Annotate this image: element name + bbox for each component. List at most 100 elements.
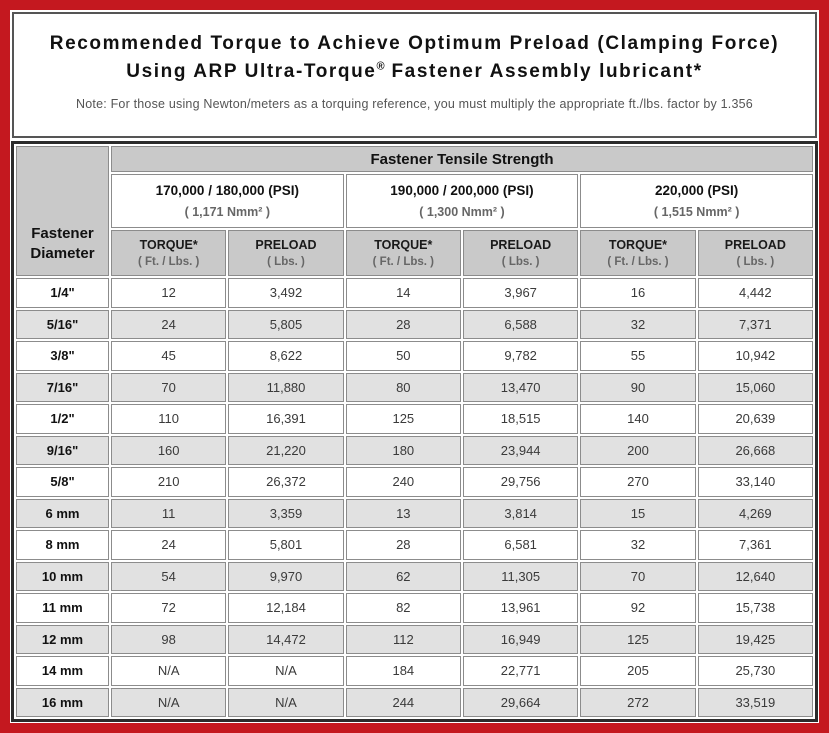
preload-value-cell: 3,967 <box>462 278 579 308</box>
diameter-cell: 5/16" <box>16 309 109 339</box>
torque-value-cell: 92 <box>580 593 696 623</box>
diameter-column-header: Fastener Diameter <box>16 146 109 276</box>
preload-value-cell: 11,880 <box>228 372 344 402</box>
table-row: 3/8" 45 8,622 50 9,782 55 10,942 <box>16 341 813 371</box>
preload-value-cell: 33,140 <box>697 467 813 497</box>
torque-value-cell: 15 <box>580 498 696 528</box>
torque-value-cell: 160 <box>111 435 227 465</box>
torque-value-cell: 55 <box>580 341 696 371</box>
torque-label: TORQUE* <box>374 238 433 252</box>
preload-value-cell: 12,640 <box>697 561 813 591</box>
torque-unit-label: ( Ft. / Lbs. ) <box>607 256 669 268</box>
preload-value-cell: 9,782 <box>462 341 579 371</box>
torque-column-header: TORQUE* ( Ft. / Lbs. ) <box>345 230 461 276</box>
preload-label: PRELOAD <box>490 238 552 252</box>
preload-value-cell: 20,639 <box>697 404 813 434</box>
torque-label: TORQUE* <box>608 238 668 252</box>
torque-unit-label: ( Ft. / Lbs. ) <box>372 256 434 268</box>
table-row: 14 mm N/A N/A 184 22,771 205 25,730 <box>16 656 813 686</box>
preload-value-cell: 4,269 <box>697 498 813 528</box>
torque-column-header: TORQUE* ( Ft. / Lbs. ) <box>111 230 227 276</box>
preload-value-cell: 15,060 <box>697 372 813 402</box>
table-row: 1/2" 110 16,391 125 18,515 140 20,639 <box>16 404 813 434</box>
preload-unit-label: ( Lbs. ) <box>267 256 305 268</box>
table-row: 16 mm N/A N/A 244 29,664 272 33,519 <box>16 687 813 717</box>
preload-value-cell: 9,970 <box>228 561 344 591</box>
torque-value-cell: 80 <box>345 372 461 402</box>
table-body: 1/4" 12 3,492 14 3,967 16 4,442 5/16" 24 5,805 28 6… <box>16 278 813 717</box>
torque-value-cell: 140 <box>580 404 696 434</box>
preload-value-cell: 5,801 <box>228 530 344 560</box>
torque-value-cell: 90 <box>580 372 696 402</box>
table-row: 1/4" 12 3,492 14 3,967 16 4,442 <box>16 278 813 308</box>
torque-value-cell: 16 <box>580 278 696 308</box>
diameter-cell: 7/16" <box>16 372 109 402</box>
page-title-line1: Recommended Torque to Achieve Optimum Pr… <box>49 33 780 54</box>
page-content: Recommended Torque to Achieve Optimum Pr… <box>10 10 819 723</box>
torque-spec-table: Fastener Diameter Fastener Tensile Stren… <box>11 141 818 722</box>
torque-value-cell: N/A <box>111 656 227 686</box>
nmm-label: ( 1,300 Nmm² ) <box>419 205 505 219</box>
preload-value-cell: 10,942 <box>697 341 813 371</box>
table-row: 5/16" 24 5,805 28 6,588 32 7,371 <box>16 309 813 339</box>
torque-value-cell: 272 <box>580 687 696 717</box>
psi-group-220: 220,000 (PSI) ( 1,515 Nmm² ) <box>580 174 813 228</box>
torque-value-cell: 45 <box>111 341 227 371</box>
psi-label: 190,000 / 200,000 (PSI) <box>390 183 534 198</box>
preload-label: PRELOAD <box>255 238 317 252</box>
torque-value-cell: 98 <box>111 624 227 654</box>
torque-value-cell: 12 <box>111 278 227 308</box>
psi-label: 170,000 / 180,000 (PSI) <box>155 183 299 198</box>
torque-value-cell: 125 <box>345 404 461 434</box>
diameter-cell: 1/2" <box>16 404 109 434</box>
table-row: 12 mm 98 14,472 112 16,949 125 19,425 <box>16 624 813 654</box>
torque-preload-header-row: TORQUE* ( Ft. / Lbs. ) PRELOAD ( Lbs. ) … <box>16 230 813 276</box>
preload-value-cell: 14,472 <box>228 624 344 654</box>
preload-label: PRELOAD <box>724 238 786 252</box>
diameter-cell: 11 mm <box>16 593 109 623</box>
psi-group-190-200: 190,000 / 200,000 (PSI) ( 1,300 Nmm² ) <box>345 174 579 228</box>
preload-value-cell: 15,738 <box>697 593 813 623</box>
torque-value-cell: 82 <box>345 593 461 623</box>
torque-value-cell: 205 <box>580 656 696 686</box>
diameter-cell: 1/4" <box>16 278 109 308</box>
preload-value-cell: N/A <box>228 687 344 717</box>
table-row: 7/16" 70 11,880 80 13,470 90 15,060 <box>16 372 813 402</box>
preload-value-cell: 11,305 <box>462 561 579 591</box>
torque-value-cell: N/A <box>111 687 227 717</box>
diameter-cell: 14 mm <box>16 656 109 686</box>
title-box: Recommended Torque to Achieve Optimum Pr… <box>12 12 817 138</box>
preload-value-cell: 19,425 <box>697 624 813 654</box>
torque-value-cell: 180 <box>345 435 461 465</box>
table-row: 8 mm 24 5,801 28 6,581 32 7,361 <box>16 530 813 560</box>
torque-value-cell: 24 <box>111 530 227 560</box>
torque-value-cell: 240 <box>345 467 461 497</box>
preload-value-cell: 26,372 <box>228 467 344 497</box>
preload-value-cell: 8,622 <box>228 341 344 371</box>
preload-unit-label: ( Lbs. ) <box>501 256 540 268</box>
title-line2-suffix: Fastener Assembly lubricant* <box>384 60 703 82</box>
torque-value-cell: 70 <box>580 561 696 591</box>
torque-value-cell: 13 <box>345 498 461 528</box>
torque-value-cell: 112 <box>345 624 461 654</box>
preload-unit-label: ( Lbs. ) <box>736 256 775 268</box>
torque-value-cell: 70 <box>111 372 227 402</box>
diameter-cell: 9/16" <box>16 435 109 465</box>
preload-column-header: PRELOAD ( Lbs. ) <box>228 230 344 276</box>
torque-value-cell: 14 <box>345 278 461 308</box>
preload-value-cell: 13,961 <box>462 593 579 623</box>
table-row: 11 mm 72 12,184 82 13,961 92 15,738 <box>16 593 813 623</box>
preload-column-header: PRELOAD ( Lbs. ) <box>697 230 813 276</box>
torque-value-cell: 270 <box>580 467 696 497</box>
torque-value-cell: 32 <box>580 309 696 339</box>
nmm-label: ( 1,171 Nmm² ) <box>184 205 271 219</box>
table-row: 10 mm 54 9,970 62 11,305 70 12,640 <box>16 561 813 591</box>
torque-column-header: TORQUE* ( Ft. / Lbs. ) <box>580 230 696 276</box>
preload-value-cell: 16,391 <box>228 404 344 434</box>
preload-value-cell: 29,756 <box>462 467 579 497</box>
torque-value-cell: 184 <box>345 656 461 686</box>
table-row: 5/8" 210 26,372 240 29,756 270 33,140 <box>16 467 813 497</box>
page-title-line2: Using ARP Ultra-Torque® Fastener Assembl… <box>14 58 815 86</box>
diameter-cell: 10 mm <box>16 561 109 591</box>
preload-value-cell: 4,442 <box>697 278 813 308</box>
